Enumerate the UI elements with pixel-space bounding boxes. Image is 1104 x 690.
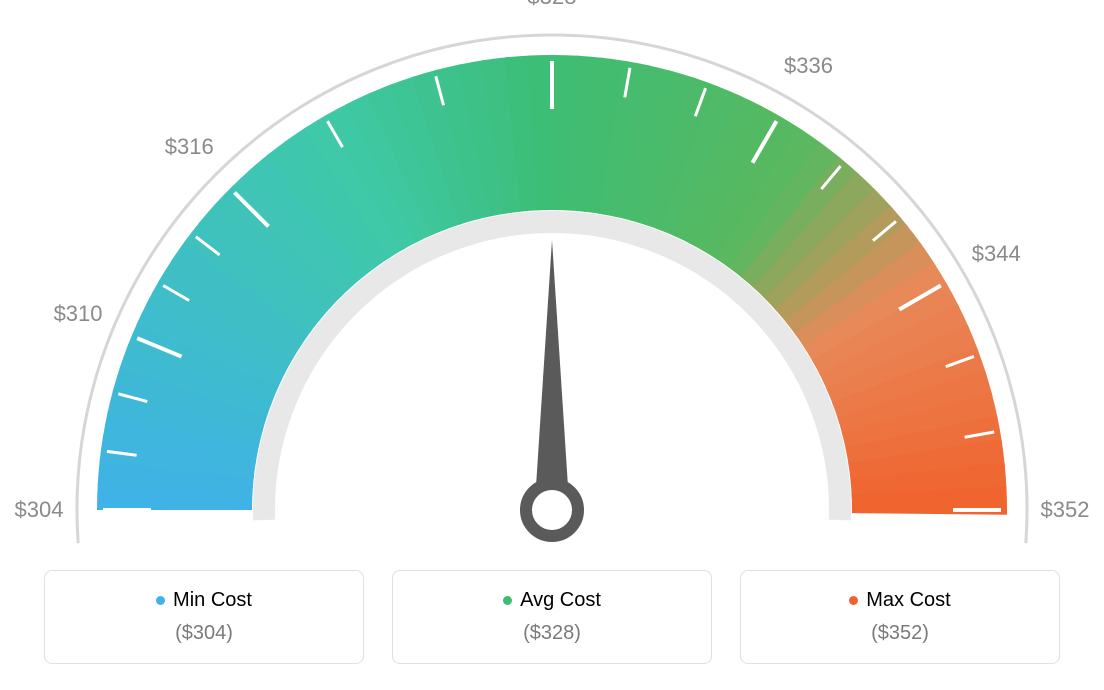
legend-value-min: ($304) bbox=[65, 622, 343, 645]
legend-card-avg: Avg Cost ($328) bbox=[392, 570, 712, 664]
legend-label-min: Min Cost bbox=[156, 589, 252, 612]
legend-dot-max bbox=[849, 596, 858, 605]
legend-dot-avg bbox=[503, 596, 512, 605]
legend-value-avg: ($328) bbox=[413, 622, 691, 645]
gauge-tick-label: $304 bbox=[15, 497, 64, 523]
legend-text-min: Min Cost bbox=[173, 589, 252, 612]
legend-value-max: ($352) bbox=[761, 622, 1039, 645]
gauge-tick-label: $316 bbox=[165, 134, 214, 160]
legend-label-max: Max Cost bbox=[849, 589, 950, 612]
legend-dot-min bbox=[156, 596, 165, 605]
gauge-chart: $304 $310 $316 $328 $336 $344 $352 bbox=[0, 0, 1104, 560]
legend-text-max: Max Cost bbox=[866, 589, 950, 612]
legend-card-max: Max Cost ($352) bbox=[740, 570, 1060, 664]
legend-card-min: Min Cost ($304) bbox=[44, 570, 364, 664]
gauge-tick-label: $344 bbox=[972, 241, 1021, 267]
gauge-tick-label: $328 bbox=[528, 0, 577, 10]
gauge-svg bbox=[0, 0, 1104, 560]
gauge-tick-label: $352 bbox=[1041, 497, 1090, 523]
legend-label-avg: Avg Cost bbox=[503, 589, 601, 612]
gauge-tick-label: $310 bbox=[54, 301, 103, 327]
legend-row: Min Cost ($304) Avg Cost ($328) Max Cost… bbox=[0, 570, 1104, 664]
gauge-tick-label: $336 bbox=[784, 53, 833, 79]
legend-text-avg: Avg Cost bbox=[520, 589, 601, 612]
